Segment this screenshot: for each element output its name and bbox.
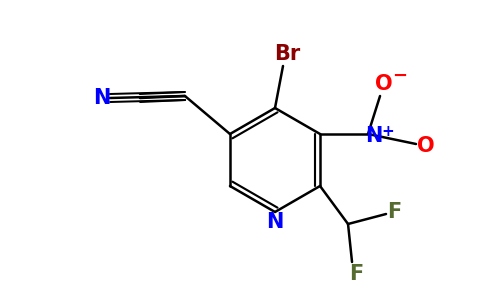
Text: F: F <box>387 202 401 222</box>
Text: N: N <box>266 212 284 232</box>
Text: N: N <box>93 88 111 108</box>
Text: F: F <box>349 264 363 284</box>
Text: Br: Br <box>274 44 300 64</box>
Text: +: + <box>382 124 394 139</box>
Text: O: O <box>417 136 435 156</box>
Text: O: O <box>375 74 393 94</box>
Text: −: − <box>393 67 408 85</box>
Text: N: N <box>365 126 383 146</box>
